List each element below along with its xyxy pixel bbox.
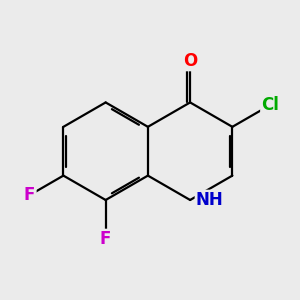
Text: O: O [183,52,197,70]
Text: NH: NH [196,191,224,209]
Text: Cl: Cl [262,96,279,114]
Text: F: F [100,230,111,248]
Text: F: F [24,186,35,204]
